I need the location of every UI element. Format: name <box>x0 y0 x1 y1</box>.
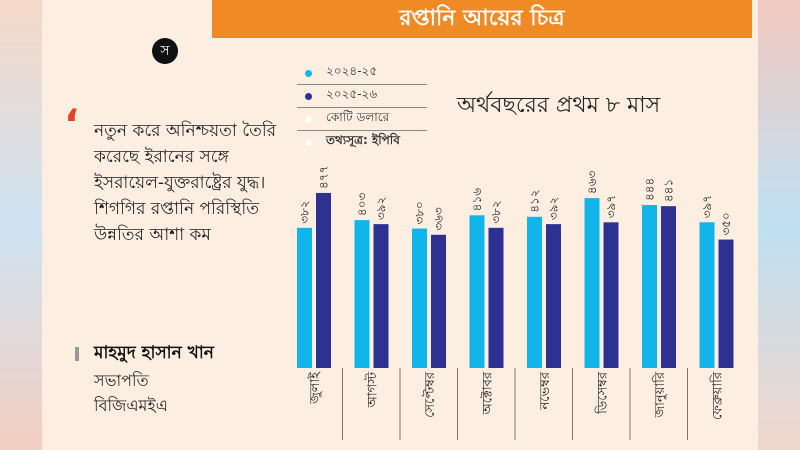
category-label: ফেব্রুয়ারি <box>710 371 726 420</box>
data-label: ৩৮২ <box>489 200 503 223</box>
legend: ২০২৪-২৫ ২০২৫-২৬ কোটি ডলারে তথ্যসূত্র: ইপ… <box>297 62 427 153</box>
data-label: ৪৪৪ <box>643 178 657 201</box>
data-label: ৩৯২ <box>547 197 561 220</box>
quote-author: মাহমুদ হাসান খান <box>94 343 214 363</box>
bar <box>642 205 657 368</box>
legend-dot-icon <box>305 69 312 77</box>
bar <box>699 222 715 368</box>
logo-icon: স <box>152 38 178 64</box>
legend-unit: কোটি ডলারে <box>326 110 390 124</box>
bar <box>373 224 389 368</box>
chart-title: অর্থবছরের প্রথম ৮ মাস <box>457 93 661 118</box>
data-label: ৩৫০ <box>719 212 733 235</box>
bar <box>469 215 485 368</box>
author-org: বিজিএমইএ <box>94 396 168 415</box>
category-label: ডিসেম্বর <box>595 371 611 415</box>
page-title: রপ্তানি আয়ের চিত্র <box>212 0 752 38</box>
legend-series-1: ২০২৪-২৫ <box>326 64 378 78</box>
bar <box>297 227 312 368</box>
category-label: নভেম্বর <box>538 371 553 410</box>
data-label: ৩৮২ <box>298 200 312 223</box>
quote-icon: ‘ <box>64 102 80 148</box>
data-label: ৪১৬ <box>470 188 484 212</box>
data-label: ৪৪১ <box>662 179 676 202</box>
bar <box>718 239 734 368</box>
legend-dot-icon <box>305 115 312 123</box>
legend-source: তথ্যসূত্র: ইপিবি <box>326 133 400 147</box>
data-label: ৩৯৭ <box>700 195 714 218</box>
category-label: জানুয়ারি <box>652 371 668 418</box>
bar <box>527 216 542 368</box>
bar <box>431 234 446 368</box>
data-label: ৩৮০ <box>413 201 427 224</box>
quote-text: নতুন করে অনিশ্চয়তা তৈরি করেছে ইরানের সঙ… <box>94 121 277 245</box>
bar <box>488 227 504 368</box>
bar <box>603 222 619 368</box>
bar <box>661 206 676 368</box>
category-label: আগস্ট <box>365 372 381 409</box>
data-label: ৪১২ <box>528 189 542 212</box>
data-label: ৪৭৭ <box>317 166 331 189</box>
category-label: জুলাই <box>307 371 323 405</box>
author-marker <box>75 347 79 361</box>
data-label: ৩৯২ <box>374 197 388 220</box>
bar <box>354 220 370 368</box>
legend-dot-icon <box>305 138 312 146</box>
category-label: অক্টোবর <box>481 371 496 415</box>
data-label: ৩৯৭ <box>604 195 618 218</box>
bar <box>412 228 427 368</box>
bar <box>584 198 600 368</box>
legend-dot-icon <box>305 92 312 100</box>
author-role: সভাপতি <box>94 371 149 390</box>
data-label: ৩৬৩ <box>432 207 446 231</box>
bar <box>546 224 561 368</box>
background-right <box>755 0 800 450</box>
data-label: ৪৬৩ <box>585 170 599 194</box>
legend-series-2: ২০২৫-২৬ <box>326 87 378 101</box>
data-label: ৪০৩ <box>355 193 369 217</box>
bar <box>316 192 331 368</box>
background-left <box>0 0 45 450</box>
category-label: সেপ্টেম্বর <box>422 371 438 418</box>
